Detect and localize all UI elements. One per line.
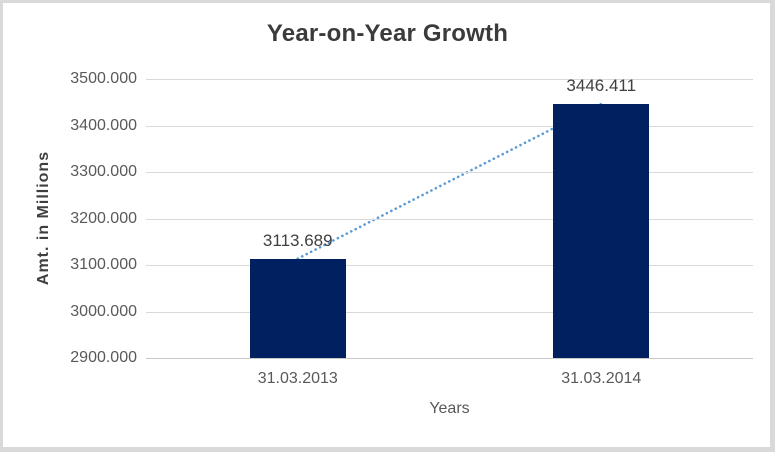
gridline: [146, 172, 753, 173]
y-tick-label: 3300.000: [70, 163, 137, 180]
plot-area: 3113.689 3446.411: [146, 75, 753, 359]
gridline: [146, 125, 753, 127]
x-tick-label: 31.03.2014: [561, 370, 642, 387]
data-label: 3113.689: [262, 230, 333, 250]
y-tick-label: 3500.000: [70, 70, 137, 87]
gridline: [146, 265, 753, 266]
y-tick-label: 3000.000: [70, 302, 137, 320]
y-tick-label: 2900.000: [70, 349, 137, 366]
data-label: 3446.411: [566, 75, 637, 95]
x-axis-title: Years: [429, 400, 470, 417]
gridline: [146, 218, 753, 220]
y-axis-title: Amt. in Millions: [35, 150, 52, 286]
y-tick-label: 3100.000: [70, 256, 137, 273]
bar-31.03.2014: [553, 103, 650, 358]
gridline: [146, 311, 753, 313]
y-tick-label: 3200.000: [70, 209, 137, 227]
y-tick-label: 3400.000: [70, 116, 137, 134]
x-axis-line: [146, 358, 753, 359]
gridline: [146, 79, 753, 80]
bar-31.03.2013: [249, 258, 346, 358]
x-tick-label: 31.03.2013: [257, 370, 338, 387]
chart-title: Year-on-Year Growth: [266, 20, 509, 47]
